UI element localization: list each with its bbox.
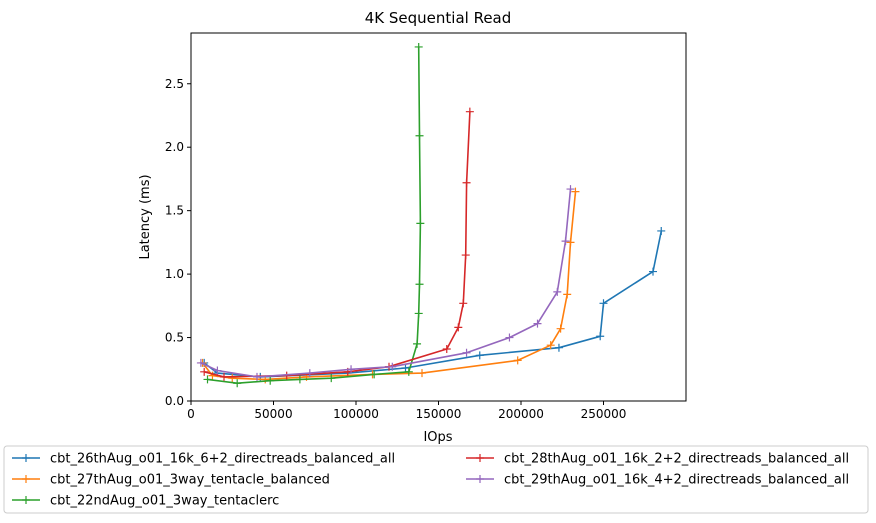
data-point <box>546 341 555 350</box>
series-line <box>203 230 663 378</box>
data-point <box>203 375 212 384</box>
series-line <box>200 189 572 378</box>
data-point <box>220 372 228 381</box>
plot-area <box>196 42 666 388</box>
data-point <box>649 267 657 276</box>
data-point <box>388 362 397 371</box>
data-point <box>459 299 468 308</box>
data-point <box>213 366 222 375</box>
x-axis-label: IOps <box>423 430 452 445</box>
data-point <box>416 219 425 228</box>
data-point <box>533 319 542 328</box>
x-tick-label: 200000 <box>498 407 544 421</box>
data-point <box>571 187 580 196</box>
y-tick-label: 0.5 <box>165 331 184 345</box>
x-axis: 0 50000 100000 150000 200000 250000 <box>187 401 626 421</box>
legend-label: cbt_26thAug_o01_16k_6+2_directreads_bala… <box>50 452 395 467</box>
data-point <box>200 367 209 376</box>
data-point <box>461 251 470 260</box>
data-point <box>566 238 575 247</box>
data-point <box>505 333 514 342</box>
data-point <box>415 280 424 289</box>
data-point <box>228 374 237 383</box>
data-point <box>295 375 304 384</box>
data-point <box>370 370 379 379</box>
series-5 <box>196 185 575 381</box>
plot-frame <box>190 32 687 402</box>
x-tick-label: 0 <box>187 407 195 421</box>
legend-item: cbt_29thAug_o01_16k_4+2_directreads_bala… <box>466 473 849 488</box>
data-point <box>657 226 666 235</box>
data-point <box>413 339 422 348</box>
series-line <box>207 46 422 385</box>
y-tick-label: 1.5 <box>165 204 184 218</box>
legend-marker <box>22 475 30 483</box>
x-tick-label: 150000 <box>416 407 462 421</box>
legend-marker <box>476 475 484 483</box>
chart-title: 4K Sequential Read <box>365 9 512 27</box>
legend-label: cbt_29thAug_o01_16k_4+2_directreads_bala… <box>504 473 849 488</box>
legend-label: cbt_22ndAug_o01_3way_tentaclerc <box>50 494 279 509</box>
data-point <box>233 379 242 388</box>
data-point <box>561 237 570 246</box>
data-point <box>475 351 484 360</box>
y-axis: 0.0 0.5 1.0 1.5 2.0 2.5 <box>165 77 191 408</box>
data-point <box>414 309 423 318</box>
x-tick-label: 100000 <box>333 407 379 421</box>
y-tick-label: 2.0 <box>165 140 184 154</box>
data-point <box>465 107 474 116</box>
data-point <box>596 332 605 341</box>
series-4 <box>200 107 474 381</box>
legend-marker <box>22 454 30 462</box>
legend-label: cbt_28thAug_o01_16k_2+2_directreads_bala… <box>504 452 849 467</box>
legend: cbt_26thAug_o01_16k_6+2_directreads_bala… <box>3 445 869 514</box>
data-point <box>253 372 261 381</box>
legend-frame <box>3 445 869 514</box>
legend-label: cbt_27thAug_o01_3way_tentacle_balanced <box>50 473 330 488</box>
data-point <box>442 344 451 353</box>
y-tick-label: 1.0 <box>165 267 184 281</box>
data-point <box>556 324 565 333</box>
data-point <box>327 374 336 383</box>
y-tick-label: 0.0 <box>165 394 184 408</box>
x-tick-label: 50000 <box>254 407 292 421</box>
data-point <box>347 365 356 374</box>
legend-item: cbt_22ndAug_o01_3way_tentaclerc <box>12 494 279 509</box>
data-point <box>415 131 424 140</box>
data-point <box>305 369 314 378</box>
data-point <box>266 376 275 385</box>
legend-marker <box>22 496 30 504</box>
data-point <box>513 356 522 365</box>
data-point <box>462 178 471 187</box>
data-point <box>418 369 426 378</box>
data-point <box>462 348 471 357</box>
legend-item: cbt_27thAug_o01_3way_tentacle_balanced <box>12 473 330 488</box>
series-3 <box>203 42 425 388</box>
data-point <box>563 290 572 299</box>
legend-marker <box>476 454 484 462</box>
data-point <box>414 42 423 51</box>
legend-item: cbt_28thAug_o01_16k_2+2_directreads_bala… <box>466 452 849 467</box>
legend-item: cbt_26thAug_o01_16k_6+2_directreads_bala… <box>12 452 395 467</box>
series-line <box>204 111 471 378</box>
x-tick-label: 250000 <box>581 407 627 421</box>
data-point <box>454 323 463 332</box>
y-tick-label: 2.5 <box>165 77 184 91</box>
data-point <box>566 185 575 194</box>
data-point <box>196 358 205 367</box>
y-axis-label: Latency (ms) <box>138 174 153 259</box>
data-point <box>208 371 217 380</box>
data-point <box>401 364 410 373</box>
data-point <box>554 343 563 352</box>
series-1 <box>200 226 666 381</box>
data-point <box>599 299 608 308</box>
data-point <box>404 367 413 376</box>
series-2 <box>198 187 580 384</box>
data-point <box>553 287 562 296</box>
